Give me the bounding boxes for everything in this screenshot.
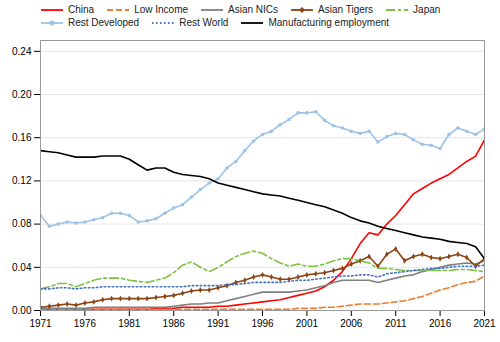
svg-text:1986: 1986 [163,318,186,329]
svg-text:0.00: 0.00 [12,305,32,316]
svg-text:2011: 2011 [385,318,407,329]
svg-text:0.12: 0.12 [12,175,32,186]
svg-text:2006: 2006 [340,318,363,329]
html-text:Asian NICs: Asian NICs [228,4,279,15]
html-text:Asian Tigers: Asian Tigers [318,4,374,15]
html-text:China: China [68,4,95,15]
svg-text:1991: 1991 [207,318,230,329]
html-text:Rest Developed: Rest Developed [68,17,140,28]
svg-text:0.24: 0.24 [12,46,32,57]
svg-text:0.20: 0.20 [12,89,32,100]
svg-text:1996: 1996 [251,318,274,329]
html-text:Japan: Japan [413,4,441,15]
svg-text:2021: 2021 [473,318,496,329]
svg-text:0.08: 0.08 [12,218,32,229]
html-text:Rest World: Rest World [179,17,229,28]
svg-text:0.04: 0.04 [12,262,32,273]
svg-text:2001: 2001 [296,318,319,329]
svg-text:2016: 2016 [429,318,452,329]
html-text:Low Income: Low Income [134,4,189,15]
html-text:Manufacturing employment: Manufacturing employment [268,17,390,28]
svg-text:1981: 1981 [118,318,141,329]
svg-text:0.16: 0.16 [12,132,32,143]
svg-text:1971: 1971 [29,318,52,329]
svg-text:1976: 1976 [74,318,97,329]
